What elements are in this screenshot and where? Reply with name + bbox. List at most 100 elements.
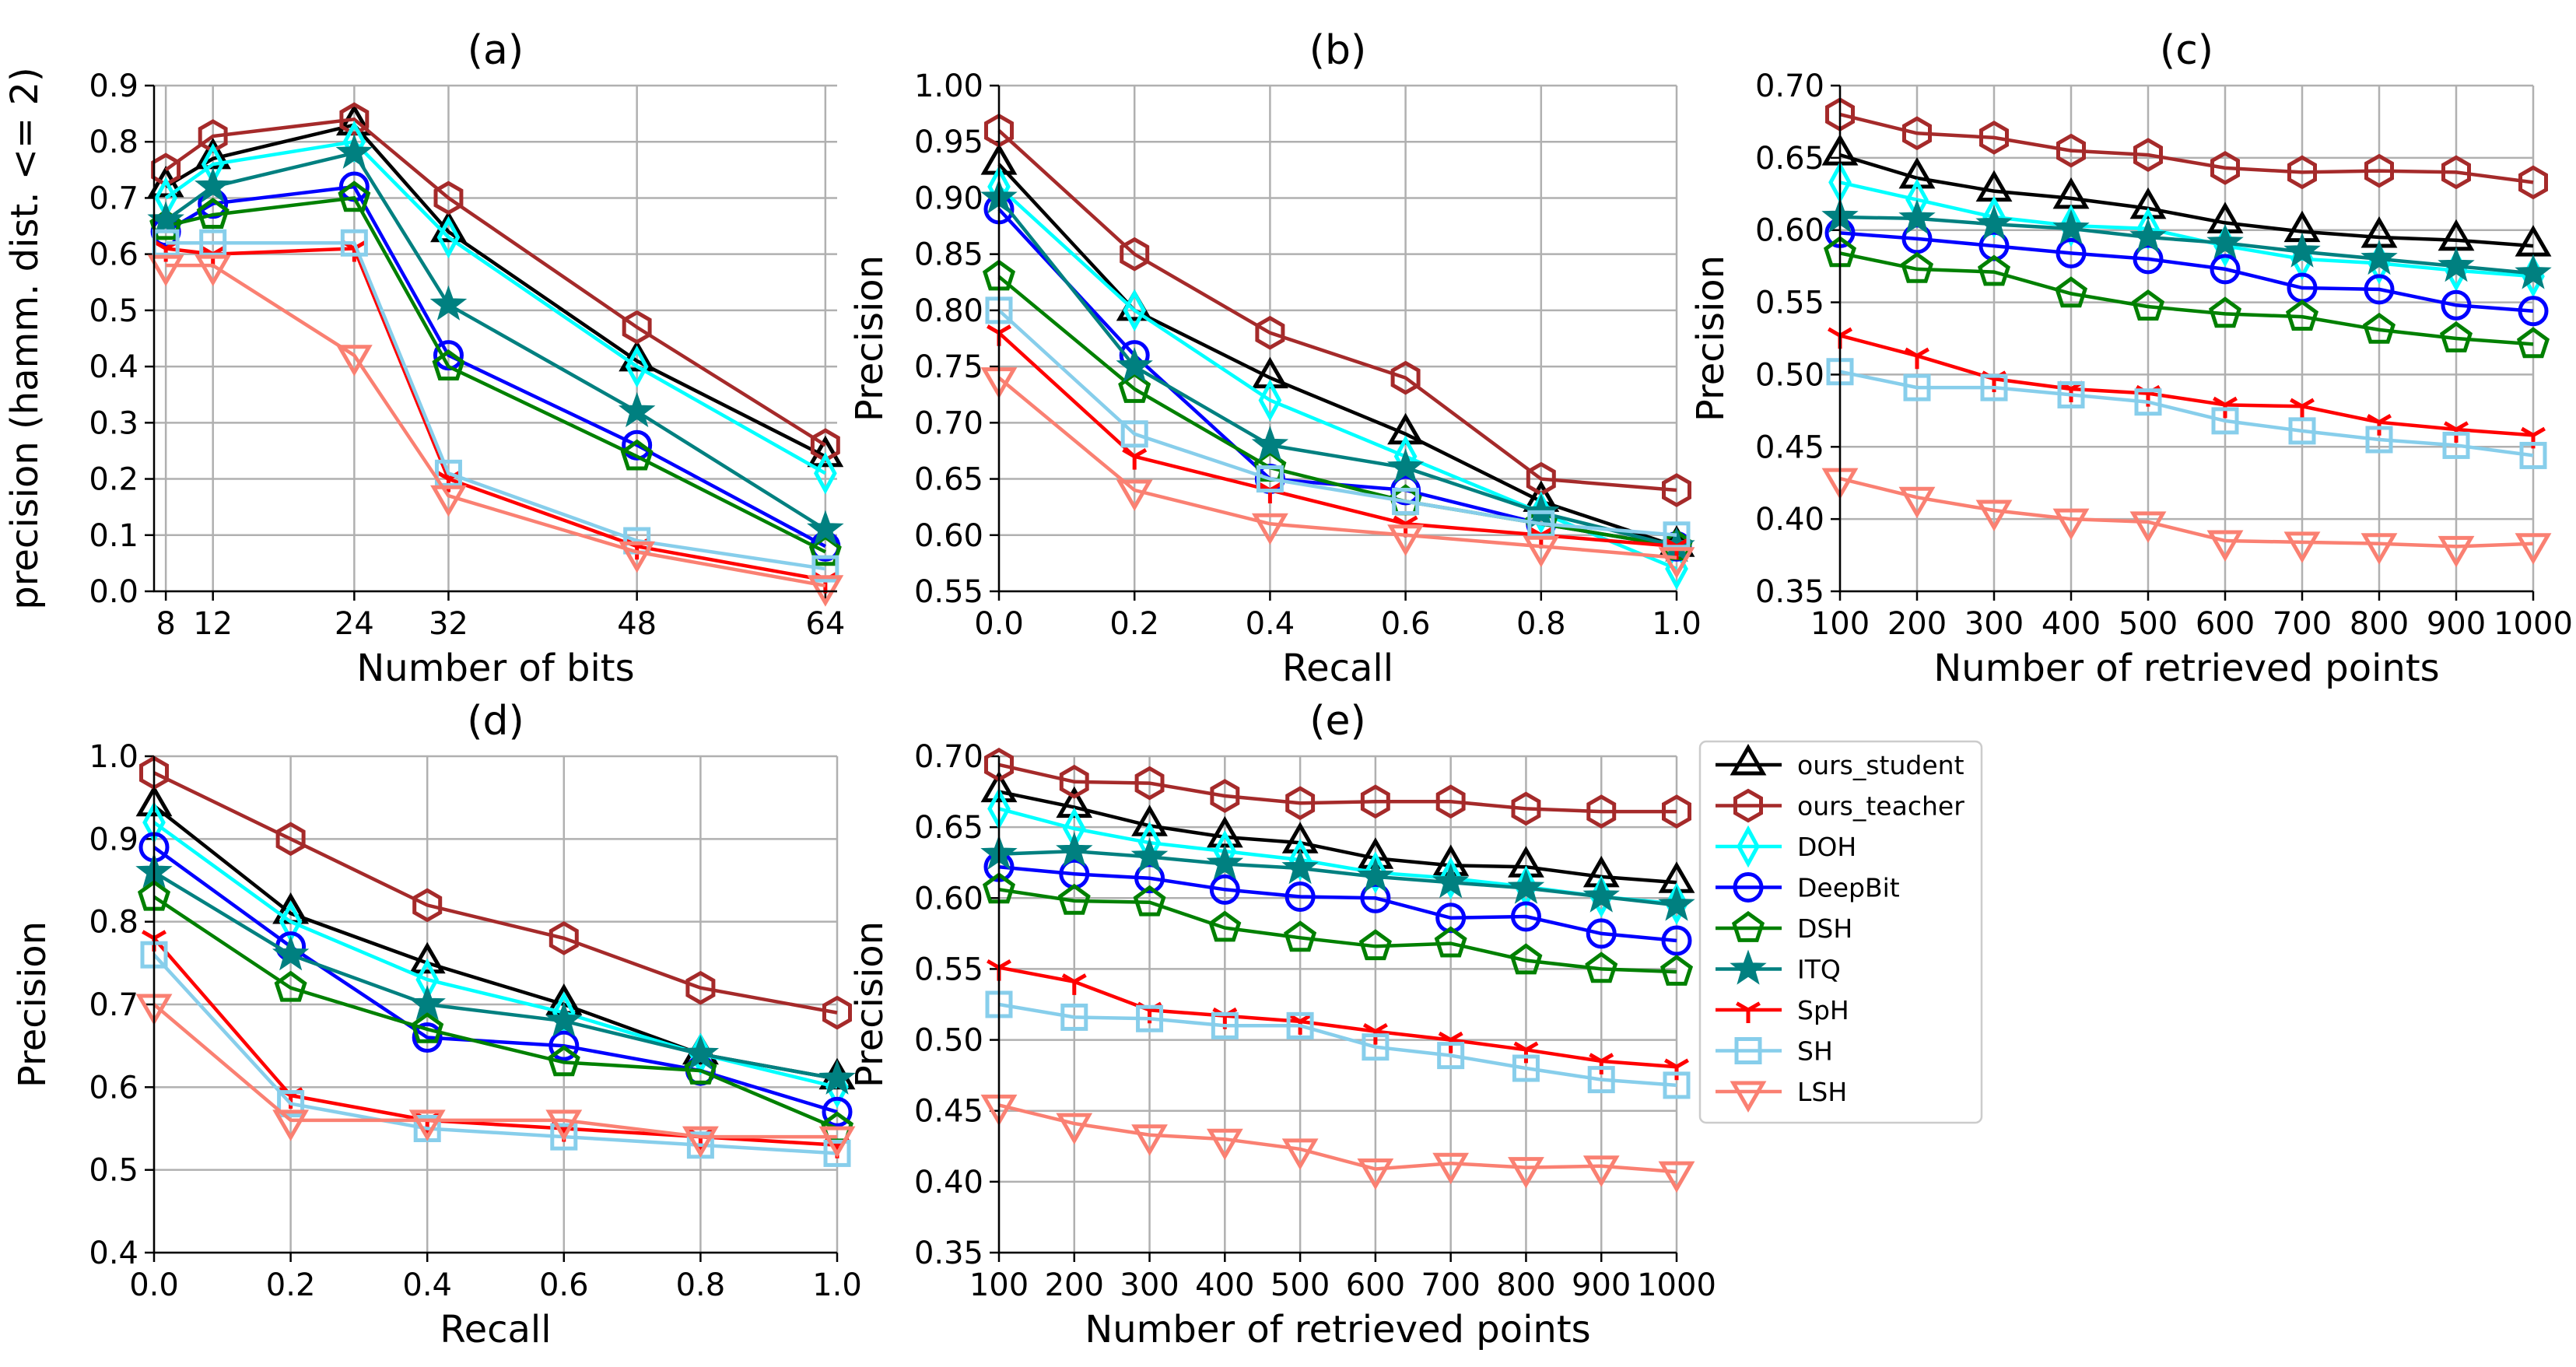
x-tick-label: 500 — [2119, 606, 2178, 642]
x-tick-label: 700 — [1421, 1267, 1480, 1303]
legend-label: SpH — [1797, 995, 1849, 1025]
data-point — [2133, 244, 2164, 275]
series-line — [152, 895, 838, 1130]
data-point — [2129, 187, 2167, 219]
data-point — [2134, 388, 2162, 416]
data-point — [1386, 448, 1425, 484]
y-tick-label: 0.70 — [914, 739, 983, 775]
data-point — [2211, 407, 2239, 435]
legend-label: ITQ — [1797, 955, 1841, 985]
x-tick-label: 1.0 — [812, 1267, 862, 1303]
data-point — [1209, 874, 1240, 905]
data-point — [1582, 877, 1620, 913]
data-point — [807, 435, 844, 468]
data-point — [1582, 1155, 1620, 1187]
y-tick-label: 0.4 — [89, 349, 138, 385]
data-point — [430, 485, 467, 517]
x-axis-label: Number of retrieved points — [1933, 647, 2439, 690]
data-point — [1061, 973, 1087, 995]
series-sh — [152, 229, 839, 583]
data-point — [1120, 237, 1150, 272]
y-tick-label: 0.55 — [914, 952, 983, 987]
data-point — [1434, 926, 1467, 958]
data-point — [2131, 289, 2165, 321]
y-tick-label: 0.65 — [1755, 141, 1824, 177]
grid — [152, 755, 839, 1254]
ticks: 0.0 0.2 0.4 0.6 0.8 1.0 0.4 0.5 0.6 0.7 0.8 0.9 1.0 — [89, 739, 861, 1303]
chart-panel-a: 8 12 24 32 48 64 0.0 0.1 0.2 0.3 0.4 0.5 0.6 0.7 0.8 0.… — [3, 27, 845, 690]
y-tick-label: 0.70 — [1755, 68, 1824, 104]
y-axis-label: Precision — [848, 255, 892, 422]
plot-area — [135, 755, 856, 1167]
x-tick-label: 0.6 — [539, 1267, 589, 1303]
data-point — [1133, 885, 1166, 917]
x-tick-label: 900 — [1572, 1267, 1631, 1303]
series-sph — [987, 959, 1689, 1081]
x-tick-label: 48 — [617, 606, 657, 642]
data-point — [2441, 155, 2471, 190]
y-tick-label: 0.85 — [914, 237, 983, 273]
y-tick-label: 0.40 — [1755, 502, 1824, 538]
data-point — [1975, 205, 2013, 240]
x-tick-label: 600 — [1346, 1267, 1405, 1303]
data-point — [1587, 1066, 1615, 1094]
x-tick-label: 1.0 — [1652, 606, 1702, 642]
data-point — [545, 1001, 583, 1037]
data-point — [1130, 837, 1169, 873]
data-point — [822, 1096, 853, 1127]
legend-marker — [1730, 744, 1767, 776]
data-point — [2515, 254, 2552, 289]
data-point — [195, 167, 232, 203]
data-point — [1508, 1157, 1544, 1189]
data-point — [408, 941, 446, 974]
data-point — [1255, 315, 1285, 350]
data-point — [2365, 426, 2393, 454]
chart-panel-e: 100 200 300 400 500 600 700 800 900 1000 0.35 0.40 0… — [848, 698, 1716, 1351]
data-point — [1510, 901, 1541, 932]
data-point — [195, 254, 232, 287]
series-line — [164, 117, 827, 447]
legend-item: SH — [1716, 1036, 1833, 1067]
data-point — [823, 1139, 851, 1167]
data-point — [2287, 155, 2317, 190]
data-point — [2206, 223, 2244, 259]
legend-marker — [1737, 825, 1760, 868]
data-point — [1281, 849, 1319, 885]
series-line — [1839, 152, 2534, 248]
data-point — [1123, 289, 1147, 332]
data-point — [1360, 882, 1391, 913]
data-point — [2052, 209, 2090, 245]
grid — [154, 84, 837, 593]
y-tick-label: 0.95 — [914, 124, 983, 160]
series-line — [166, 240, 826, 571]
data-point — [2283, 232, 2321, 268]
data-point — [2208, 296, 2242, 328]
data-point — [1665, 882, 1688, 925]
data-point — [2360, 533, 2398, 565]
series-itq — [980, 832, 1695, 921]
ticks: 100 200 300 400 500 600 700 800 900 1000 0.35 0.40 0… — [1755, 68, 2573, 642]
series-line — [997, 196, 1677, 549]
data-point — [1362, 1033, 1390, 1061]
data-point — [275, 822, 306, 857]
data-point — [2059, 204, 2083, 247]
y-tick-label: 0.55 — [914, 574, 983, 610]
series-lsh — [135, 994, 856, 1158]
data-point — [548, 1030, 580, 1061]
y-tick-label: 0.5 — [89, 293, 138, 329]
series-deepbit — [983, 194, 1692, 562]
data-point — [2206, 530, 2244, 562]
panel-title: (e) — [1309, 698, 1366, 745]
series-line — [998, 1002, 1677, 1088]
series-line — [998, 762, 1677, 814]
data-point — [2213, 396, 2238, 419]
data-point — [272, 935, 310, 971]
data-point — [619, 339, 656, 372]
y-axis-label: Precision — [11, 921, 54, 1088]
x-axis-label: Number of bits — [356, 647, 634, 690]
data-point — [1511, 791, 1541, 826]
data-point — [1439, 857, 1463, 899]
legend-marker — [1733, 872, 1764, 903]
series-deepbit — [983, 851, 1692, 956]
data-point — [2283, 531, 2321, 563]
